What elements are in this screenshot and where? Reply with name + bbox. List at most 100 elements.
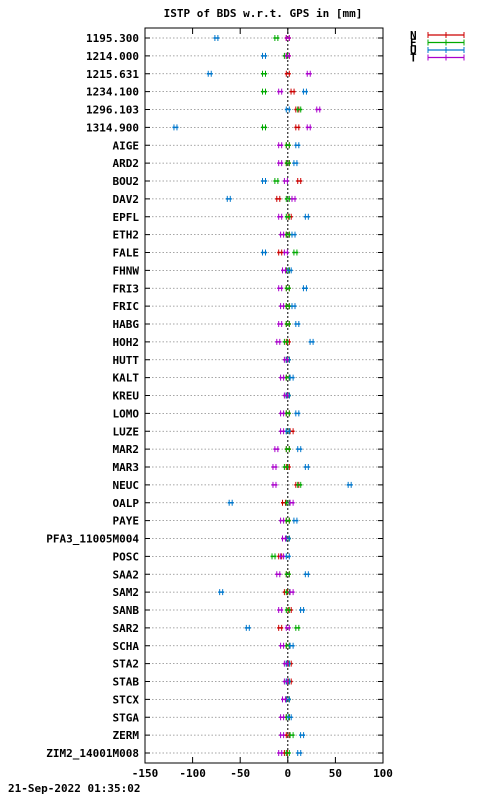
station-label: ARD2 [113,157,140,170]
point-e [284,410,291,417]
point-e [284,142,291,149]
point-t [288,499,295,506]
point-t [282,249,289,256]
x-tick-label: 100 [373,767,393,780]
point-u [303,213,310,220]
station-label: PFA3_11005M004 [46,533,139,546]
point-e [288,732,295,739]
point-u [286,267,293,274]
point-u [292,517,299,524]
station-label: PAYE [113,515,140,528]
x-axis-ticks: -150 -100 -50 0 50 100 [132,28,393,780]
point-n [284,70,291,77]
station-label: POSC [113,550,140,563]
point-u [206,70,213,77]
x-tick-label: -50 [230,767,250,780]
point-u [225,195,232,202]
point-e [284,607,291,613]
station-label: STGA [113,711,140,724]
x-tick-label: -150 [132,767,159,780]
point-t [280,267,287,274]
point-t [279,428,286,435]
point-u [303,571,310,578]
point-u [290,303,297,310]
station-label: KALT [113,372,140,385]
point-e [261,70,267,77]
point-t [282,178,289,184]
point-e [261,124,267,131]
point-n [275,195,282,202]
point-t [290,195,297,202]
point-e [284,303,291,310]
point-n [277,249,284,256]
point-u [227,499,234,506]
point-t [284,52,291,59]
station-label: ZIM2_14001M008 [46,747,139,760]
point-t [282,392,289,399]
point-t [277,321,284,327]
station-label: BOU2 [113,175,140,188]
point-u [299,607,306,613]
chart-title: ISTP of BDS w.r.t. GPS in [mm] [164,7,363,20]
point-t [279,517,286,524]
point-u [218,589,225,596]
point-t [273,446,280,453]
station-label: SCHA [113,640,140,653]
point-e [284,321,291,327]
station-label: HUTT [113,354,140,367]
point-t [279,553,286,560]
point-t [305,70,312,77]
station-label: 1234.100 [86,86,139,99]
point-t [275,571,282,578]
point-t [279,303,286,310]
station-label: OALP [113,497,140,510]
point-e [284,750,291,756]
station-label: FHNW [113,264,140,277]
point-t [277,160,284,167]
point-t [282,678,289,685]
point-e [294,624,301,631]
point-u [296,446,303,453]
station-label: FALE [113,247,140,260]
point-u [284,428,291,435]
station-label: MAR2 [113,443,140,456]
station-labels: 1195.300 1214.000 1215.631 1234.100 1296.103… [46,32,139,760]
grid-lines [145,37,383,754]
point-e [284,446,291,453]
station-label: STAB [113,676,140,689]
station-label: KREU [113,390,140,403]
station-label: SAM2 [113,586,140,599]
station-label: STCX [113,693,140,706]
station-label: 1215.631 [86,68,139,81]
point-u [346,481,353,488]
point-t [277,607,284,613]
point-u [294,321,301,327]
point-n [294,124,301,131]
point-t [288,589,295,596]
point-u [292,160,299,167]
point-t [275,338,282,345]
point-e [282,338,289,345]
point-e [292,249,299,256]
point-n [289,88,296,95]
point-u [296,750,303,756]
point-e [296,106,303,113]
timestamp: 21-Sep-2022 01:35:02 [8,782,140,795]
point-e [270,553,277,560]
point-e [273,178,280,184]
point-t [277,285,284,292]
legend-label: E [410,37,417,50]
station-label: LOMO [113,407,140,420]
point-t [271,464,278,470]
point-e [284,195,291,202]
point-t [315,106,322,113]
station-label: SAR2 [113,622,140,635]
point-e [284,160,291,167]
point-u [261,178,267,184]
station-label: FRIC [113,300,140,313]
station-label: SANB [113,604,140,617]
point-t [280,535,287,542]
point-t [279,642,286,649]
point-t [277,88,284,95]
